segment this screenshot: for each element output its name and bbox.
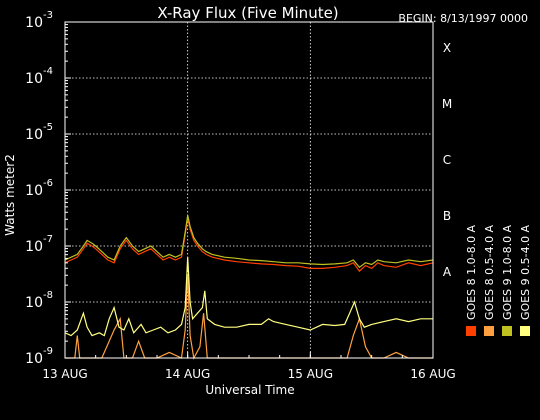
legend-swatch	[484, 326, 494, 336]
legend-swatch	[466, 326, 476, 336]
y-tick-label: 10	[25, 295, 43, 311]
y-tick-label: 10	[25, 239, 43, 255]
legend-swatch	[520, 326, 530, 336]
grid	[65, 22, 433, 358]
series-line	[64, 215, 434, 269]
legend: GOES 8 1.0-8.0 A GOES 8 0.5-4.0 A GOES 9 1…	[465, 224, 532, 336]
x-tick-label: 13 AUG	[42, 367, 87, 381]
series-line	[65, 273, 433, 360]
series-line	[64, 257, 433, 337]
axis-ticks: 10-910-810-710-610-510-410 -313 AUG 14 AUG…	[25, 10, 456, 381]
y-tick-exponent: -7	[43, 234, 53, 245]
x-tick-label: 15 AUG	[288, 367, 333, 381]
y-axis-label: Watts meter2	[3, 154, 17, 236]
y-tick-exponent: -8	[43, 290, 53, 301]
y-tick-exponent: -3	[43, 10, 53, 21]
y-tick-label: 10	[25, 15, 43, 31]
x-axis-label: Universal Time	[205, 383, 294, 397]
flare-class-label: X	[443, 41, 451, 55]
legend-label: GOES 9 1.0-8.0 A	[501, 224, 514, 320]
x-tick-label: 14 AUG	[165, 367, 210, 381]
flare-class-label: A	[443, 265, 452, 279]
x-tick-label: 16 AUG	[410, 367, 455, 381]
flare-class-label: M	[442, 97, 452, 111]
series-lines	[64, 215, 434, 360]
legend-label: GOES 9 0.5-4.0 A	[519, 224, 532, 320]
series-line	[64, 217, 434, 273]
flare-class-label: B	[443, 209, 451, 223]
chart-title: X-Ray Flux (Five Minute)	[157, 4, 338, 22]
y-tick-exponent: -6	[43, 178, 53, 189]
y-tick-exponent: -9	[43, 346, 53, 357]
flare-class-label: C	[443, 153, 451, 167]
y-tick-label: 10	[25, 183, 43, 199]
y-tick-exponent: -4	[43, 66, 53, 77]
y-tick-exponent: -5	[43, 122, 53, 133]
legend-label: GOES 8 0.5-4.0 A	[483, 224, 496, 320]
y-tick-label: 10	[25, 71, 43, 87]
legend-swatch	[502, 326, 512, 336]
legend-label: GOES 8 1.0-8.0 A	[465, 224, 478, 320]
begin-label: BEGIN: 8/13/1997 0000	[398, 12, 528, 25]
y-tick-label: 10	[25, 127, 43, 143]
y-tick-label: 10	[25, 351, 43, 367]
